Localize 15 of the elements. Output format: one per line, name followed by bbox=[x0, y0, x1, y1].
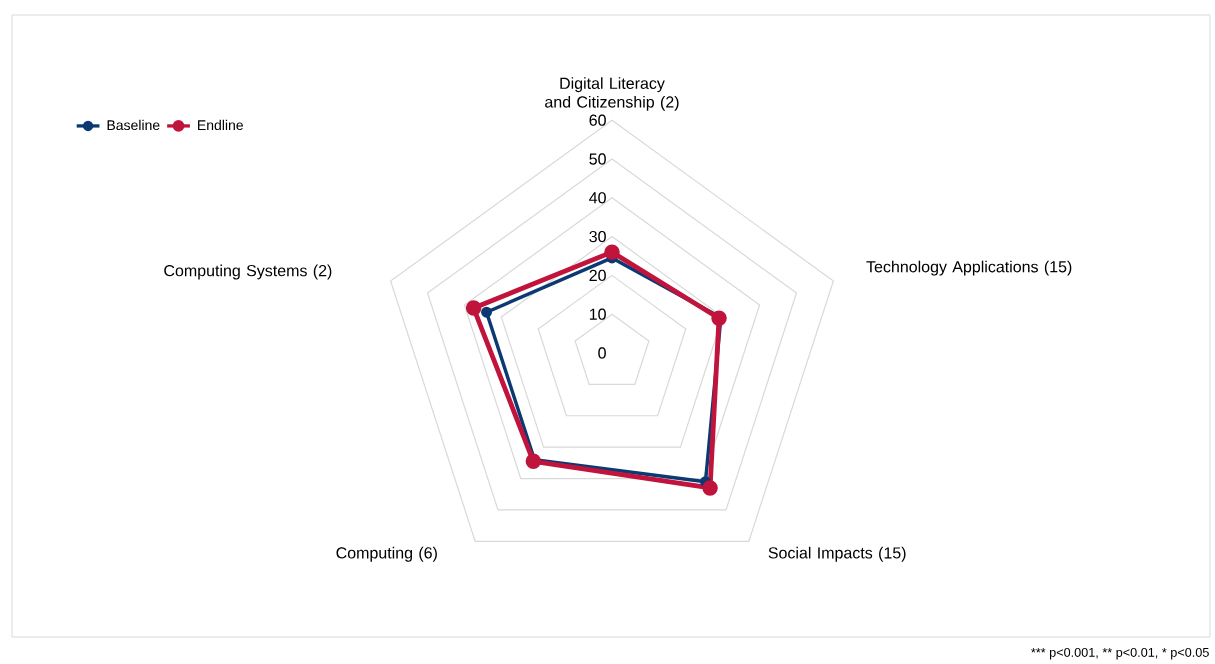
y-tick-label: 60 bbox=[589, 114, 606, 126]
y-tick-label: 40 bbox=[589, 192, 606, 204]
spoke-label: Computing Systems (2) bbox=[164, 264, 332, 280]
y-tick-label: 10 bbox=[589, 308, 606, 320]
legend-label: Endline bbox=[198, 119, 243, 131]
y-tick-label: 30 bbox=[589, 230, 606, 243]
spoke-label: Technology Applications (15) bbox=[866, 260, 1072, 276]
y-tick-label: 50 bbox=[589, 153, 606, 165]
y-tick-label: 0 bbox=[598, 347, 606, 359]
spoke-label: Digital Literacy and Citizenship (2) bbox=[545, 77, 679, 111]
spoke-label: Social Impacts (15) bbox=[768, 546, 906, 562]
legend-label: Baseline bbox=[107, 119, 160, 131]
y-tick-label: 20 bbox=[589, 269, 606, 282]
text: *** p<0.001, ** p<0.01, * p<0.05 bbox=[1031, 647, 1209, 660]
spoke-label: Computing (6) bbox=[336, 546, 437, 562]
